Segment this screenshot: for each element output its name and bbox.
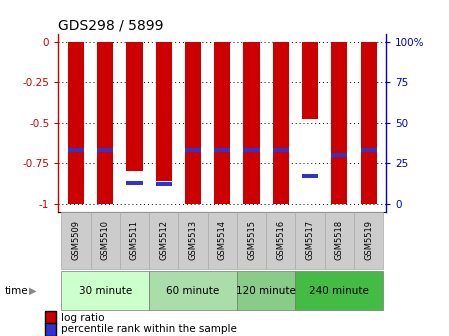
Bar [156, 42, 172, 181]
Text: 60 minute: 60 minute [167, 286, 220, 296]
Bar [97, 148, 113, 152]
Bar [302, 174, 318, 178]
Text: GSM5511: GSM5511 [130, 220, 139, 260]
Bar [214, 42, 230, 204]
Bar [207, 212, 237, 269]
Text: GSM5513: GSM5513 [189, 220, 198, 260]
Bar [331, 153, 348, 157]
Bar [243, 42, 260, 204]
Bar [62, 212, 91, 269]
Text: GDS298 / 5899: GDS298 / 5899 [58, 18, 164, 33]
Text: log ratio: log ratio [61, 312, 104, 323]
Bar [295, 212, 325, 269]
Text: GSM5519: GSM5519 [364, 220, 373, 260]
Bar [68, 148, 84, 152]
Bar [331, 42, 348, 204]
Text: 30 minute: 30 minute [79, 286, 132, 296]
Bar [120, 212, 149, 269]
Bar [354, 212, 383, 269]
Bar [149, 271, 237, 310]
Bar [214, 148, 230, 152]
Text: GSM5514: GSM5514 [218, 220, 227, 260]
Bar [156, 182, 172, 186]
Text: 240 minute: 240 minute [309, 286, 369, 296]
Bar [178, 212, 207, 269]
Bar [273, 148, 289, 152]
Bar [325, 212, 354, 269]
Bar [68, 42, 84, 204]
Bar [149, 212, 178, 269]
Text: ▶: ▶ [29, 286, 37, 296]
Text: percentile rank within the sample: percentile rank within the sample [61, 324, 237, 334]
Text: GSM5516: GSM5516 [276, 220, 285, 260]
Text: GSM5510: GSM5510 [101, 220, 110, 260]
Bar [97, 42, 113, 204]
Bar [185, 148, 201, 152]
Bar [237, 212, 266, 269]
Bar [361, 42, 377, 204]
Bar [62, 271, 149, 310]
Text: GSM5512: GSM5512 [159, 220, 168, 260]
Bar [185, 42, 201, 204]
Bar [127, 180, 142, 184]
Bar [273, 42, 289, 204]
Text: 120 minute: 120 minute [236, 286, 296, 296]
Text: GSM5515: GSM5515 [247, 220, 256, 260]
Text: GSM5518: GSM5518 [335, 220, 344, 260]
Bar [237, 271, 295, 310]
Text: time: time [4, 286, 28, 296]
Text: GSM5517: GSM5517 [306, 220, 315, 260]
Bar [302, 42, 318, 119]
Bar [266, 212, 295, 269]
Bar [243, 148, 260, 152]
Bar [127, 42, 142, 171]
Bar [361, 148, 377, 152]
Text: GSM5509: GSM5509 [71, 220, 80, 260]
Bar [91, 212, 120, 269]
Bar [295, 271, 383, 310]
